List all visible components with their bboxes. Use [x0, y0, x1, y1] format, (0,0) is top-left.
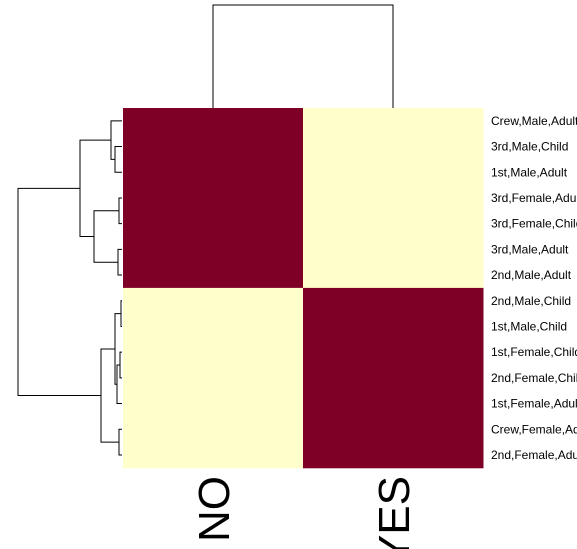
column-labels: NO YES: [190, 476, 419, 549]
row-dendrogram-branch: [93, 210, 119, 263]
row-dendrogram-branch: [119, 351, 122, 379]
heatmap-cell: [123, 287, 304, 315]
row-dendrogram-branch: [114, 146, 122, 173]
heatmap-cell: [303, 210, 484, 237]
column-label: NO: [190, 476, 239, 542]
row-label: 3rd,Female,Child: [491, 217, 577, 231]
row-label: 1st,Female,Child: [491, 345, 577, 359]
heatmap-cell: [303, 287, 484, 315]
heatmap-cell: [123, 365, 304, 392]
row-dendrogram-branch: [100, 348, 119, 443]
row-label: Crew,Male,Adult: [491, 114, 577, 128]
row-dendrogram-branch: [17, 187, 101, 397]
heatmap-cells: [123, 108, 484, 469]
heatmap-cell: [303, 185, 484, 212]
row-dendrogram-branch: [117, 248, 122, 276]
heatmap-cell: [123, 262, 304, 289]
heatmap-cell: [303, 442, 484, 469]
heatmap-cell: [303, 236, 484, 263]
heatmap-cell: [303, 339, 484, 366]
row-label: 2nd,Male,Adult: [491, 268, 572, 282]
heatmap-cell: [303, 416, 484, 443]
row-label: 1st,Male,Child: [491, 319, 567, 333]
row-labels: Crew,Male,Adult 3rd,Male,Child 1st,Male,Ad…: [491, 114, 577, 462]
heatmap-cell: [123, 210, 304, 237]
row-dendrogram-branch: [118, 197, 122, 225]
heatmap-cell: [303, 365, 484, 392]
heatmap-cell: [123, 108, 304, 135]
heatmap-cell: [123, 313, 304, 340]
heatmap-cell: [123, 442, 304, 469]
row-dendrogram: [17, 120, 122, 456]
heatmap-cell: [123, 236, 304, 263]
heatmap-cell: [123, 185, 304, 212]
column-label: YES: [370, 476, 419, 549]
row-label: 2nd,Male,Child: [491, 294, 571, 308]
row-dendrogram-branch: [79, 139, 111, 237]
heatmap-cell: [303, 313, 484, 340]
column-dendrogram: [212, 4, 394, 108]
heatmap-cell: [123, 416, 304, 443]
heatmap-cell: [303, 159, 484, 186]
row-label: 3rd,Male,Adult: [491, 242, 569, 256]
row-label: Crew,Female,Adult: [491, 422, 577, 436]
row-label: 3rd,Male,Child: [491, 140, 568, 154]
heatmap-cell: [123, 339, 304, 366]
row-label: 2nd,Female,Child: [491, 371, 577, 385]
row-label: 3rd,Female,Adult: [491, 191, 577, 205]
row-label: 2nd,Female,Adult: [491, 448, 577, 462]
column-dendrogram-branch: [212, 4, 394, 108]
heatmap-cell: [123, 390, 304, 417]
heatmap-cell: [303, 108, 484, 135]
heatmap-cell: [123, 159, 304, 186]
row-label: 1st,Male,Adult: [491, 165, 568, 179]
heatmap-cell: [303, 262, 484, 289]
heatmap-cell: [123, 133, 304, 160]
row-label: 1st,Female,Adult: [491, 397, 577, 411]
row-dendrogram-branch: [120, 300, 122, 327]
row-dendrogram-branch: [110, 120, 122, 160]
heatmap-cell: [303, 390, 484, 417]
row-dendrogram-branch: [118, 428, 122, 456]
heatmap-cell: [303, 133, 484, 160]
